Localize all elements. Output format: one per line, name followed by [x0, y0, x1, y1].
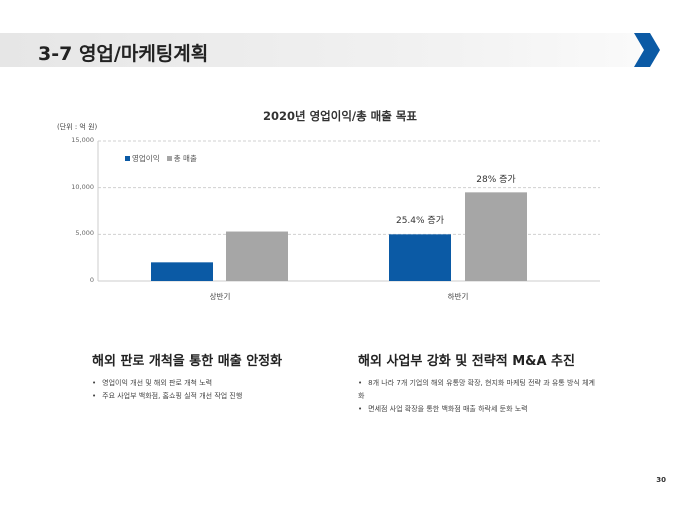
- legend-swatch-sales: [166, 156, 172, 161]
- y-tick-label: 0: [89, 276, 94, 284]
- legend-swatch-profit: [125, 156, 130, 161]
- chevron-right-icon: [634, 33, 660, 67]
- bar-chart: [97, 140, 600, 282]
- legend-label-sales: 총 매출: [173, 154, 197, 163]
- right-heading: 해외 사업부 강화 및 전략적 M&A 추진: [358, 354, 575, 369]
- page-title: 3-7 영업/마케팅계획: [38, 43, 209, 65]
- y-tick-label: 10,000: [71, 182, 94, 191]
- right-bullets: 8개 나라 7개 기업의 해외 유통망 확장, 현지화 마케팅 전략 과 유통 …: [358, 377, 598, 416]
- bar-sales: [465, 192, 527, 281]
- legend-label-profit: 영업이익: [132, 154, 160, 163]
- bullet-item: 주요 사업부 백화점, 홈쇼핑 실적 개선 작업 진행: [92, 390, 332, 403]
- left-bullets: 영업이익 개선 및 해외 판로 개척 노력 주요 사업부 백화점, 홈쇼핑 실적…: [92, 377, 332, 403]
- bullet-item: 영업이익 개선 및 해외 판로 개척 노력: [92, 377, 332, 390]
- annotation-sales-growth: 28% 증가: [476, 175, 516, 185]
- bullet-item: 면세점 사업 확장을 통한 백화점 매출 하락세 둔화 노력: [358, 403, 598, 416]
- unit-label: (단위 : 억 원): [57, 123, 98, 131]
- page-number: 30: [656, 476, 666, 484]
- bar-sales: [226, 231, 288, 281]
- left-heading: 해외 판로 개척을 통한 매출 안정화: [92, 354, 283, 369]
- bar-profit: [389, 234, 451, 281]
- title-bar: [0, 33, 640, 67]
- bullet-item: 8개 나라 7개 기업의 해외 유통망 확장, 현지화 마케팅 전략 과 유통 …: [358, 377, 598, 403]
- chart-legend: 영업이익 총 매출: [125, 153, 197, 164]
- chart-title: 2020년 영업이익/총 매출 목표: [262, 109, 418, 123]
- y-tick-label: 5,000: [75, 229, 94, 238]
- y-tick-label: 15,000: [71, 136, 94, 144]
- category-label: 하반기: [447, 292, 469, 301]
- bar-profit: [151, 262, 213, 281]
- annotation-profit-growth: 25.4% 증가: [395, 216, 444, 226]
- category-label: 상반기: [209, 292, 231, 301]
